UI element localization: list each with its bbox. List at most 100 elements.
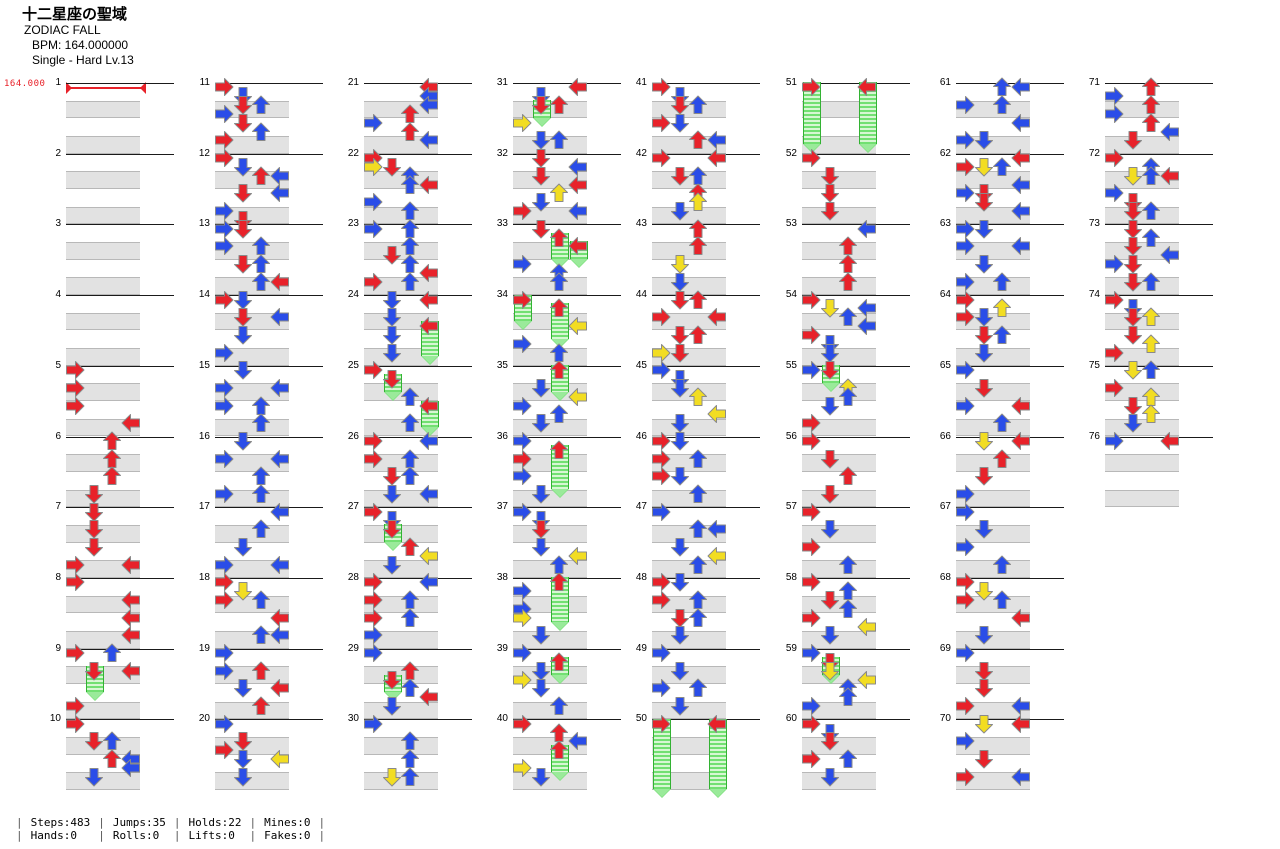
note-down[interactable]: [973, 129, 995, 151]
note-right[interactable]: [418, 430, 440, 452]
note-left[interactable]: [64, 377, 86, 399]
note-left[interactable]: [362, 607, 384, 629]
note-right[interactable]: [706, 147, 728, 169]
note-left[interactable]: [362, 359, 384, 381]
note-right[interactable]: [706, 518, 728, 540]
note-left[interactable]: [213, 218, 235, 240]
note-up[interactable]: [548, 182, 570, 204]
note-right[interactable]: [567, 174, 589, 196]
measure[interactable]: [652, 437, 726, 508]
note-left[interactable]: [64, 571, 86, 593]
note-down[interactable]: [973, 306, 995, 328]
note-up[interactable]: [687, 677, 709, 699]
note-down[interactable]: [973, 748, 995, 770]
note-left[interactable]: [954, 359, 976, 381]
note-left[interactable]: [213, 571, 235, 593]
note-left[interactable]: [213, 483, 235, 505]
note-up[interactable]: [991, 324, 1013, 346]
note-down[interactable]: [973, 465, 995, 487]
note-left[interactable]: [1103, 103, 1125, 125]
measure[interactable]: [802, 154, 876, 225]
note-right[interactable]: [120, 554, 142, 576]
note-left[interactable]: [511, 448, 533, 470]
note-right[interactable]: [269, 448, 291, 470]
note-right[interactable]: [1010, 174, 1032, 196]
note-left[interactable]: [650, 589, 672, 611]
note-right[interactable]: [120, 589, 142, 611]
note-left[interactable]: [213, 103, 235, 125]
note-down[interactable]: [819, 297, 841, 319]
note-left[interactable]: [362, 642, 384, 664]
note-up[interactable]: [837, 271, 859, 293]
note-down[interactable]: [669, 465, 691, 487]
note-left[interactable]: [1103, 377, 1125, 399]
note-up[interactable]: [548, 271, 570, 293]
note-down[interactable]: [232, 253, 254, 275]
note-left[interactable]: [954, 589, 976, 611]
note-down[interactable]: [973, 253, 995, 275]
note-down[interactable]: [669, 94, 691, 116]
note-down[interactable]: [232, 306, 254, 328]
note-right[interactable]: [706, 306, 728, 328]
note-up[interactable]: [548, 571, 570, 593]
note-right[interactable]: [418, 289, 440, 311]
note-up[interactable]: [101, 642, 123, 664]
note-down[interactable]: [83, 660, 105, 682]
note-right[interactable]: [1010, 766, 1032, 788]
note-right[interactable]: [269, 501, 291, 523]
note-left[interactable]: [511, 430, 533, 452]
measure[interactable]: [66, 719, 140, 790]
note-left[interactable]: [954, 395, 976, 417]
note-down[interactable]: [83, 730, 105, 752]
note-right[interactable]: [269, 165, 291, 187]
note-down[interactable]: [381, 554, 403, 576]
note-up[interactable]: [1140, 200, 1162, 222]
measure[interactable]: [802, 437, 876, 508]
note-right[interactable]: [1010, 147, 1032, 169]
note-up[interactable]: [250, 589, 272, 611]
note-right[interactable]: [1010, 430, 1032, 452]
note-down[interactable]: [973, 324, 995, 346]
note-left[interactable]: [511, 333, 533, 355]
note-down[interactable]: [973, 218, 995, 240]
note-left[interactable]: [650, 430, 672, 452]
note-left[interactable]: [213, 739, 235, 761]
note-left[interactable]: [213, 200, 235, 222]
note-down[interactable]: [232, 677, 254, 699]
note-right[interactable]: [856, 76, 878, 98]
note-down[interactable]: [381, 465, 403, 487]
note-left[interactable]: [64, 359, 86, 381]
note-right[interactable]: [1159, 165, 1181, 187]
note-left[interactable]: [800, 642, 822, 664]
note-left[interactable]: [800, 713, 822, 735]
measure[interactable]: [66, 437, 140, 508]
note-down[interactable]: [530, 660, 552, 682]
note-up[interactable]: [399, 536, 421, 558]
note-up[interactable]: [991, 297, 1013, 319]
note-down[interactable]: [819, 730, 841, 752]
note-left[interactable]: [650, 359, 672, 381]
note-down[interactable]: [530, 218, 552, 240]
measure[interactable]: [364, 578, 438, 649]
measure[interactable]: [215, 578, 289, 649]
note-right[interactable]: [269, 677, 291, 699]
measure[interactable]: [66, 154, 140, 225]
note-left[interactable]: [954, 182, 976, 204]
note-right[interactable]: [418, 545, 440, 567]
measure[interactable]: [1105, 437, 1179, 508]
note-left[interactable]: [511, 669, 533, 691]
note-left[interactable]: [213, 642, 235, 664]
note-down[interactable]: [530, 483, 552, 505]
note-up[interactable]: [399, 766, 421, 788]
note-up[interactable]: [1140, 403, 1162, 425]
note-up[interactable]: [1140, 359, 1162, 381]
measure[interactable]: [364, 224, 438, 296]
note-left[interactable]: [1103, 430, 1125, 452]
note-left[interactable]: [362, 448, 384, 470]
measure[interactable]: [1105, 154, 1179, 225]
note-down[interactable]: [530, 129, 552, 151]
note-left[interactable]: [1103, 342, 1125, 364]
note-down[interactable]: [530, 624, 552, 646]
note-down[interactable]: [669, 571, 691, 593]
note-left[interactable]: [800, 324, 822, 346]
